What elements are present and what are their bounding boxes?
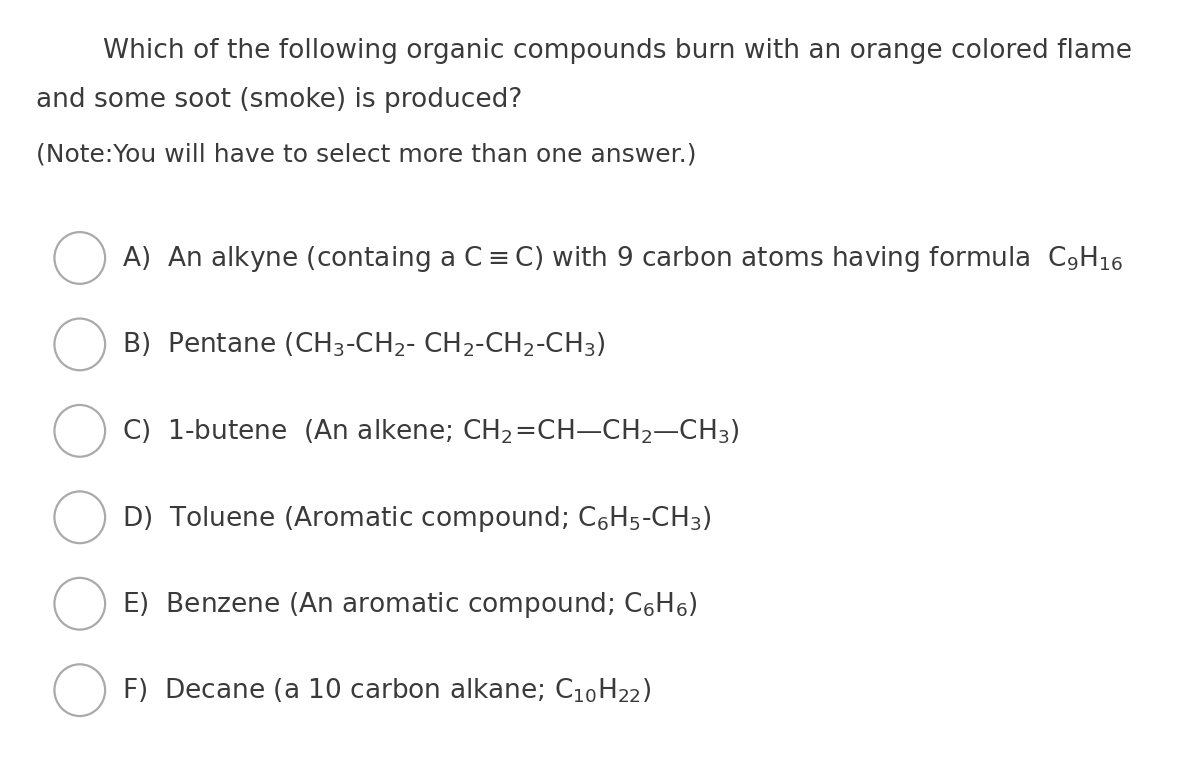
Ellipse shape bbox=[54, 664, 106, 716]
Ellipse shape bbox=[54, 405, 106, 456]
Text: and some soot (smoke) is produced?: and some soot (smoke) is produced? bbox=[36, 87, 522, 113]
Text: (Note:You will have to select more than one answer.): (Note:You will have to select more than … bbox=[36, 143, 696, 167]
Text: Which of the following organic compounds burn with an orange colored flame: Which of the following organic compounds… bbox=[36, 38, 1132, 64]
Text: E)  Benzene (An aromatic compound; C$_6$H$_6$): E) Benzene (An aromatic compound; C$_6$H… bbox=[122, 591, 698, 621]
Ellipse shape bbox=[54, 232, 106, 284]
Text: D)  Toluene (Aromatic compound; C$_6$H$_5$-CH$_3$): D) Toluene (Aromatic compound; C$_6$H$_5… bbox=[122, 504, 713, 534]
Ellipse shape bbox=[54, 578, 106, 630]
Ellipse shape bbox=[54, 318, 106, 370]
Text: B)  Pentane (CH$_3$-CH$_2$- CH$_2$-CH$_2$-CH$_3$): B) Pentane (CH$_3$-CH$_2$- CH$_2$-CH$_2$… bbox=[122, 331, 606, 360]
Text: A)  An alkyne (containg a C$\equiv$C) with 9 carbon atoms having formula  C$_9$H: A) An alkyne (containg a C$\equiv$C) wit… bbox=[122, 245, 1123, 275]
Text: F)  Decane (a 10 carbon alkane; C$_{10}$H$_{22}$): F) Decane (a 10 carbon alkane; C$_{10}$H… bbox=[122, 676, 652, 705]
Text: C)  1-butene  (An alkene; CH$_2\!=\!$CH—CH$_2$—CH$_3$): C) 1-butene (An alkene; CH$_2\!=\!$CH—CH… bbox=[122, 417, 740, 446]
Ellipse shape bbox=[54, 492, 106, 543]
